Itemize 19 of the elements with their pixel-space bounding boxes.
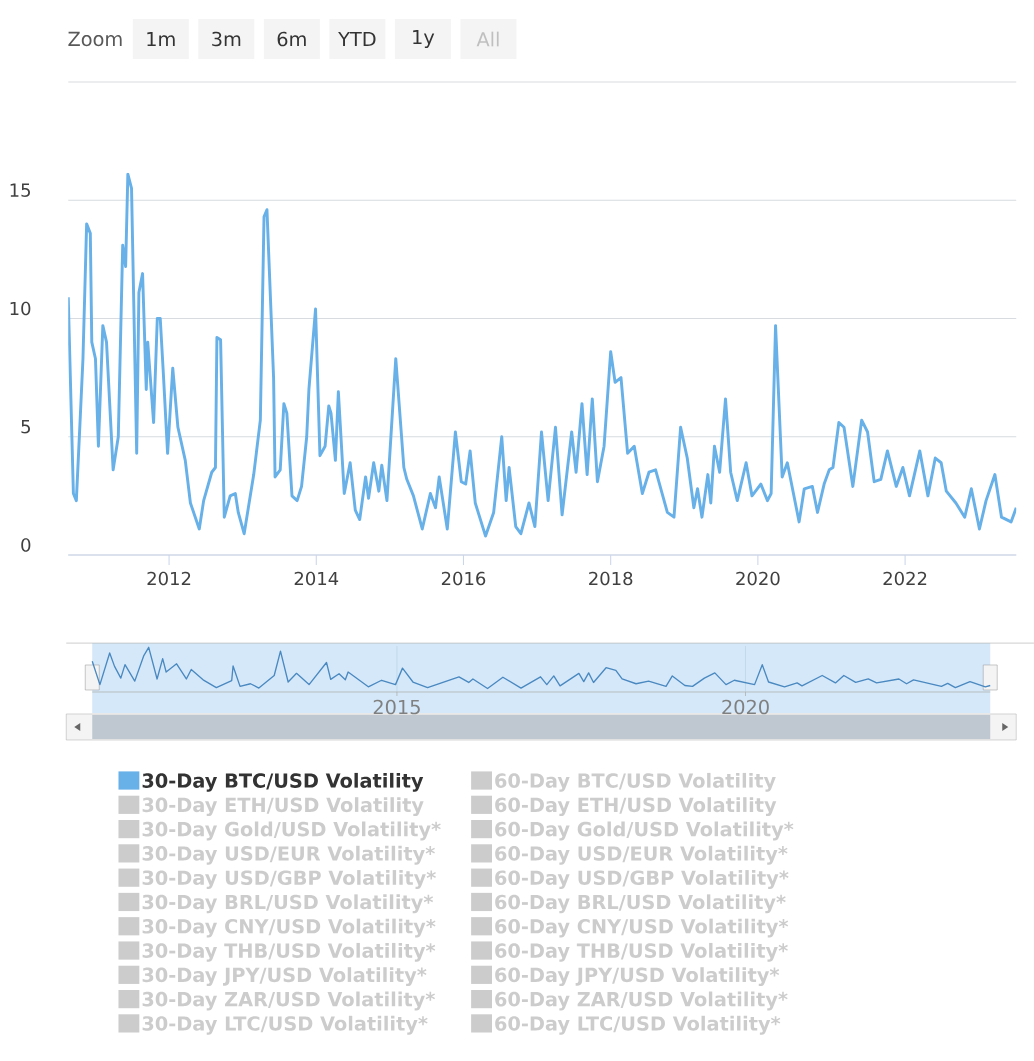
x-tick-label: 2020 xyxy=(736,571,780,586)
x-tick-label: 2015 xyxy=(373,699,420,715)
y-tick-label: 5 xyxy=(21,420,30,434)
y-tick-label: 15 xyxy=(10,183,30,197)
text: 6m xyxy=(277,31,306,47)
text: 3m xyxy=(212,31,241,47)
x-tick-label: 2012 xyxy=(147,571,191,586)
text: YTD xyxy=(337,31,376,47)
text: 1y xyxy=(413,29,435,49)
text: Zoom xyxy=(68,31,122,47)
x-tick-label: 2020 xyxy=(722,699,769,715)
x-tick-label: 2022 xyxy=(883,571,927,586)
text: 1m xyxy=(147,31,175,47)
x-tick-label: 2018 xyxy=(588,571,633,586)
legend-label: 30-Day BTC/USD Volatility xyxy=(142,772,424,792)
x-tick-label: 2016 xyxy=(441,571,486,586)
y-tick-label: 0 xyxy=(21,538,31,552)
y-tick-label: 10 xyxy=(10,301,31,316)
x-tick-label: 2014 xyxy=(294,571,339,586)
